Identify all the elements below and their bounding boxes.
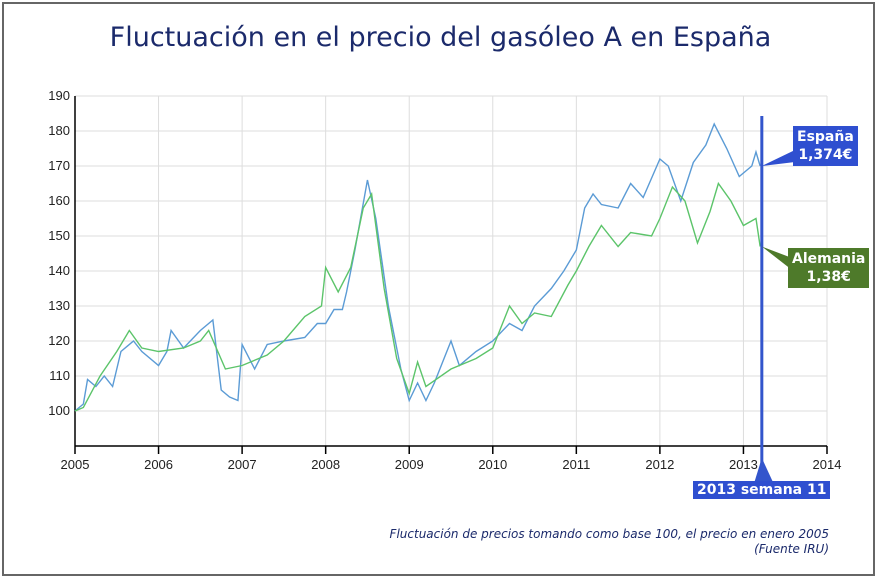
x-tick-label: 2009: [395, 457, 424, 472]
alemania-label: Alemania: [792, 251, 866, 267]
y-tick-label: 120: [48, 333, 70, 348]
x-tick-label: 2013: [729, 457, 758, 472]
alemania-value: 1,38€: [806, 269, 851, 285]
espana-label: España: [797, 129, 854, 145]
espana-value: 1,374€: [798, 147, 853, 163]
espana-callout: España 1,374€: [793, 126, 858, 166]
chart-frame: [2, 2, 875, 576]
alemania-callout: Alemania 1,38€: [788, 248, 870, 288]
alemania-pointer: [761, 246, 792, 270]
footnote: Fluctuación de precios tomando como base…: [390, 527, 829, 557]
marker-pointer: [753, 458, 774, 484]
y-tick-label: 150: [48, 228, 70, 243]
y-tick-label: 170: [48, 158, 70, 173]
series-line-alemania: [74, 181, 761, 412]
y-tick-label: 130: [48, 298, 70, 313]
series-line-españa: [74, 122, 761, 412]
x-tick-label: 2008: [311, 457, 340, 472]
x-tick-label: 2014: [813, 457, 842, 472]
y-tick-label: 100: [48, 403, 70, 418]
y-tick-label: 180: [48, 123, 70, 138]
x-tick-label: 2006: [144, 457, 173, 472]
marker-label: 2013 semana 11: [693, 481, 831, 499]
y-tick-label: 160: [48, 193, 70, 208]
x-tick-label: 2011: [562, 457, 590, 472]
footnote-line1: Fluctuación de precios tomando como base…: [389, 527, 829, 541]
chart-title: Fluctuación en el precio del gasóleo A e…: [109, 22, 772, 53]
x-tick-label: 2007: [228, 457, 257, 472]
y-tick-label: 110: [49, 368, 70, 383]
y-tick-label: 190: [48, 88, 70, 103]
x-tick-label: 2012: [645, 457, 674, 472]
espana-pointer: [761, 150, 795, 166]
x-tick-label: 2010: [478, 457, 507, 472]
x-tick-label: 2005: [61, 457, 90, 472]
y-tick-label: 140: [48, 263, 70, 278]
footnote-source: (Fuente IRU): [754, 542, 829, 556]
